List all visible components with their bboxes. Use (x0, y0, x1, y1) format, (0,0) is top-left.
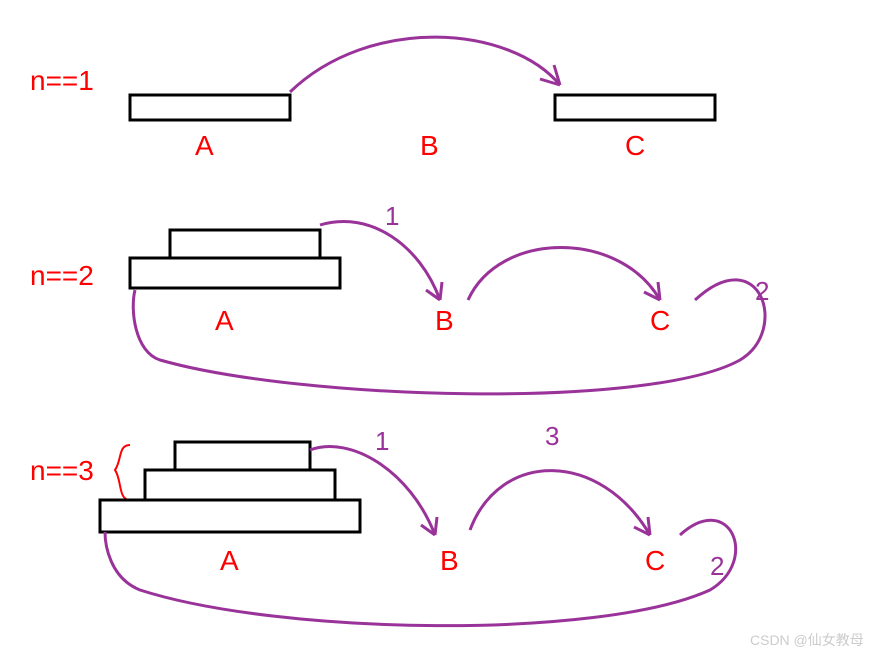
case-n1: n==1 A B C (30, 37, 715, 161)
n3-arrow-2-loop (105, 520, 736, 625)
n3-arrow-3-head (634, 517, 650, 535)
n1-box-a (130, 95, 290, 120)
n3-box-mid (145, 470, 335, 500)
n2-step-1: 1 (385, 201, 399, 231)
n2-peg-a: A (215, 305, 234, 336)
n3-step-3: 3 (545, 421, 559, 451)
watermark: CSDN @仙女教母 (750, 632, 864, 648)
n2-label: n==2 (30, 260, 94, 291)
n3-peg-c: C (645, 545, 665, 576)
n3-step-1: 1 (375, 426, 389, 456)
case-n2: n==2 A B C 1 2 (30, 201, 769, 394)
n1-peg-c: C (625, 130, 645, 161)
diagram-canvas: n==1 A B C n==2 A B C 1 2 n==3 A B C 1 3 (0, 0, 893, 655)
n1-box-c (555, 95, 715, 120)
case-n3: n==3 A B C 1 3 2 (30, 421, 736, 626)
n3-peg-a: A (220, 545, 239, 576)
n2-arrow-2-head (644, 282, 660, 300)
n3-box-bottom (100, 500, 360, 532)
n2-peg-c: C (650, 305, 670, 336)
n1-peg-a: A (195, 130, 214, 161)
n1-label: n==1 (30, 65, 94, 96)
n3-arrow-3 (470, 471, 650, 535)
n2-box-bottom (130, 258, 340, 288)
n3-brace (115, 445, 130, 500)
n2-arrow-2 (468, 248, 660, 301)
n1-arrow (290, 37, 560, 92)
n3-box-top (175, 442, 310, 470)
n2-box-top (170, 230, 320, 258)
n2-arrow-3-loop (133, 280, 765, 394)
n1-peg-b: B (420, 130, 439, 161)
n3-label: n==3 (30, 455, 94, 486)
n2-peg-b: B (435, 305, 454, 336)
n3-peg-b: B (440, 545, 459, 576)
n3-step-2: 2 (710, 551, 724, 581)
